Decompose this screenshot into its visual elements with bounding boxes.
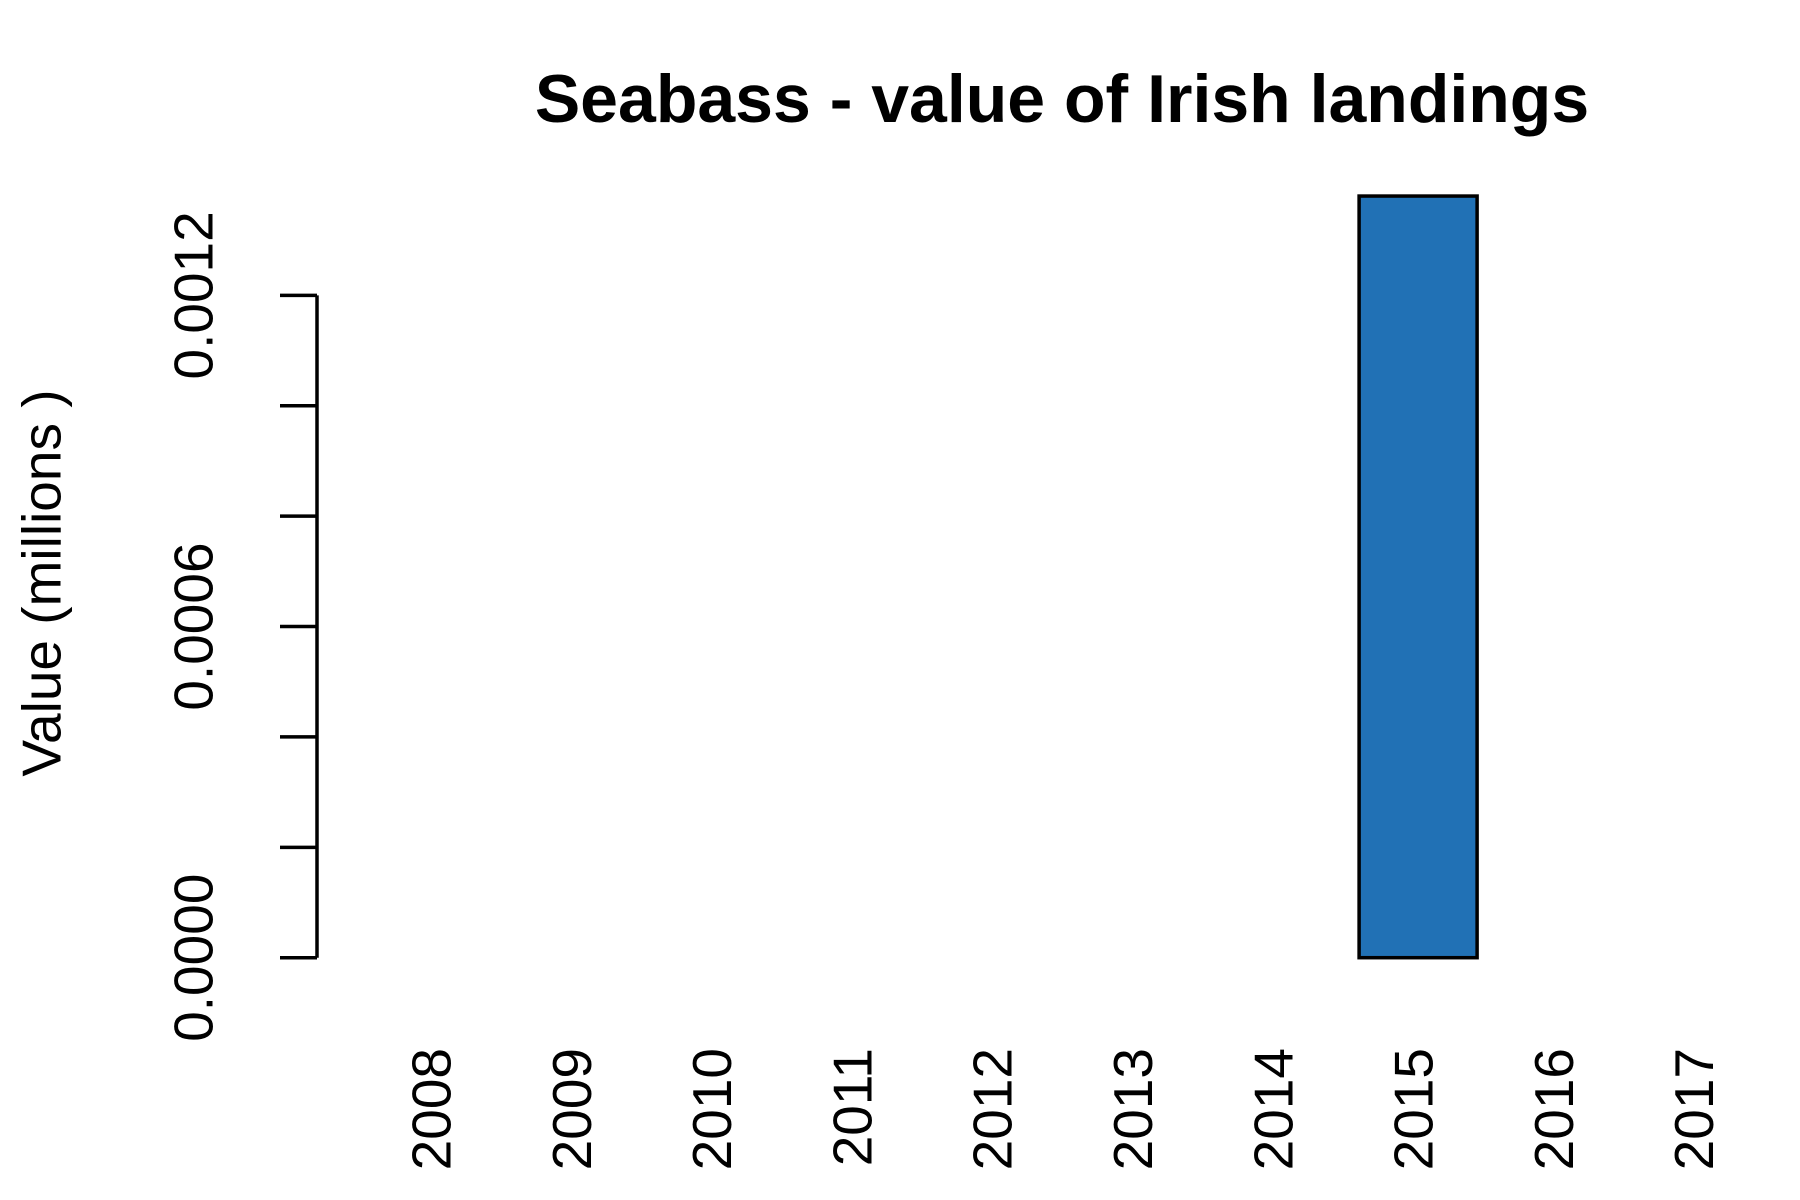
x-tick-label: 2011 <box>821 1048 883 1166</box>
y-tick-label: 0.0006 <box>163 542 225 710</box>
x-tick-label: 2013 <box>1102 1048 1164 1170</box>
x-tick-label: 2016 <box>1523 1048 1585 1170</box>
chart-title: Seabass - value of Irish landings <box>535 61 1589 137</box>
bar <box>1357 194 1479 960</box>
x-tick-label: 2012 <box>962 1048 1024 1170</box>
y-tick-label: 0.0000 <box>163 874 225 1042</box>
x-tick-label: 2008 <box>401 1048 463 1170</box>
x-tick-label: 2017 <box>1663 1048 1725 1170</box>
x-tick-label: 2010 <box>681 1048 743 1170</box>
x-tick-label: 2015 <box>1383 1048 1445 1170</box>
x-tick-label: 2014 <box>1242 1048 1304 1170</box>
y-tick-label: 0.0012 <box>163 211 225 379</box>
y-axis-label: Value (millions ) <box>11 389 73 776</box>
x-tick-label: 2009 <box>541 1048 603 1170</box>
